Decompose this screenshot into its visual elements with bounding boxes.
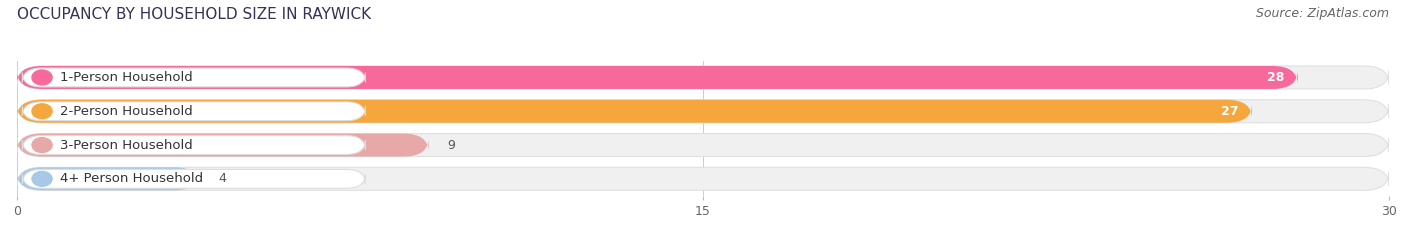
Circle shape xyxy=(32,138,52,152)
Text: 4+ Person Household: 4+ Person Household xyxy=(60,172,204,185)
Circle shape xyxy=(32,171,52,186)
FancyBboxPatch shape xyxy=(22,136,366,154)
FancyBboxPatch shape xyxy=(17,134,429,157)
Text: Source: ZipAtlas.com: Source: ZipAtlas.com xyxy=(1256,7,1389,20)
Text: 4: 4 xyxy=(218,172,226,185)
FancyBboxPatch shape xyxy=(17,134,1389,157)
Text: 9: 9 xyxy=(447,139,454,151)
FancyBboxPatch shape xyxy=(17,167,1389,190)
FancyBboxPatch shape xyxy=(22,169,366,188)
FancyBboxPatch shape xyxy=(22,68,366,87)
Circle shape xyxy=(32,104,52,119)
FancyBboxPatch shape xyxy=(17,167,200,190)
Circle shape xyxy=(32,70,52,85)
FancyBboxPatch shape xyxy=(17,100,1389,123)
FancyBboxPatch shape xyxy=(17,100,1251,123)
Text: OCCUPANCY BY HOUSEHOLD SIZE IN RAYWICK: OCCUPANCY BY HOUSEHOLD SIZE IN RAYWICK xyxy=(17,7,371,22)
Text: 3-Person Household: 3-Person Household xyxy=(60,139,193,151)
Text: 27: 27 xyxy=(1220,105,1239,118)
FancyBboxPatch shape xyxy=(22,102,366,121)
Text: 2-Person Household: 2-Person Household xyxy=(60,105,193,118)
FancyBboxPatch shape xyxy=(17,66,1389,89)
Text: 1-Person Household: 1-Person Household xyxy=(60,71,193,84)
Text: 28: 28 xyxy=(1267,71,1284,84)
FancyBboxPatch shape xyxy=(17,66,1298,89)
